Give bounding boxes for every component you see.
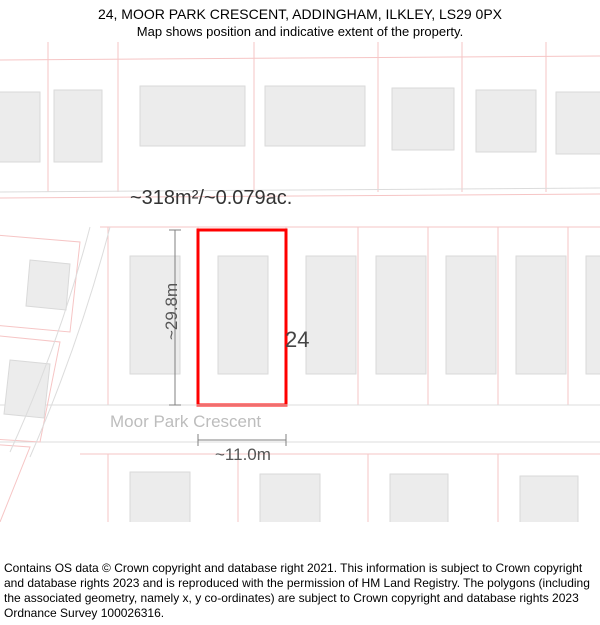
property-map: ~318m²/~0.079ac. 24 ~29.8m ~11.0m Moor P…	[0, 42, 600, 522]
depth-dimension: ~29.8m	[162, 283, 182, 340]
page-subtitle: Map shows position and indicative extent…	[0, 24, 600, 40]
area-label: ~318m²/~0.079ac.	[130, 187, 292, 210]
attribution-footer: Contains OS data © Crown copyright and d…	[4, 561, 596, 621]
header: 24, MOOR PARK CRESCENT, ADDINGHAM, ILKLE…	[0, 0, 600, 40]
width-dimension: ~11.0m	[215, 445, 271, 465]
page-title: 24, MOOR PARK CRESCENT, ADDINGHAM, ILKLE…	[0, 6, 600, 24]
map-svg	[0, 42, 600, 522]
street-name-label: Moor Park Crescent	[110, 412, 261, 432]
house-number: 24	[285, 327, 309, 353]
